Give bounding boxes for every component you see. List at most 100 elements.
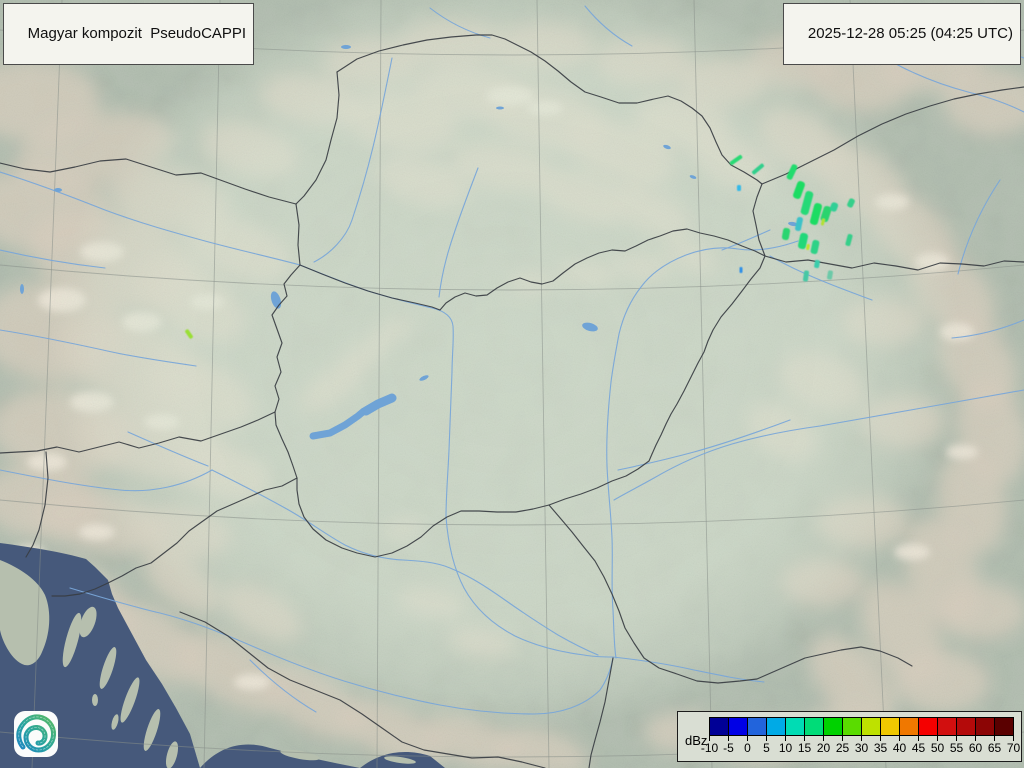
radar-echo — [820, 218, 826, 226]
legend-tick-label: 5 — [763, 741, 770, 755]
legend-cell-0 — [747, 717, 767, 736]
legend-tick — [880, 735, 881, 741]
legend-cell-20 — [823, 717, 843, 736]
legend-tick — [956, 735, 957, 741]
legend-tick — [899, 735, 900, 741]
legend-tick — [918, 735, 919, 741]
legend-cell-40 — [899, 717, 919, 736]
legend-tick — [975, 735, 976, 741]
border-austria-slovenia — [0, 411, 276, 454]
weather-service-logo — [14, 711, 58, 757]
radar-echo — [729, 154, 743, 166]
border-croatia-bosnia — [179, 611, 546, 768]
legend-color-cells: -10 -5 0 5 10 15 20 25 30 35 40 45 50 55 60 65 70 — [701, 712, 1021, 763]
legend-tick-label: 45 — [911, 741, 926, 755]
legend-unit-label: dBz — [685, 733, 708, 748]
legend-cell-35 — [880, 717, 900, 736]
border-hungary — [271, 228, 766, 558]
legend-tick-label: 25 — [835, 741, 850, 755]
radar-echo — [795, 216, 803, 232]
legend-cell-5 — [766, 717, 786, 736]
legend-tick-label: 10 — [778, 741, 793, 755]
border-slovenia-croatia — [51, 477, 298, 597]
legend-cell-60 — [975, 717, 995, 736]
radar-echo — [814, 259, 820, 269]
legend-tick-label: 50 — [930, 741, 945, 755]
country-borders — [0, 34, 1024, 768]
legend-tick — [823, 735, 824, 741]
legend-cell-45 — [918, 717, 938, 736]
border-ukraine-romania — [764, 255, 1024, 271]
spiral-icon — [16, 714, 57, 753]
border-poland-ukraine — [761, 86, 1024, 185]
legend-tick-label: 55 — [949, 741, 964, 755]
legend-cell-50 — [937, 717, 957, 736]
legend-tick-label: -5 — [723, 741, 734, 755]
legend-cell-15 — [804, 717, 824, 736]
radar-echo-layer — [185, 154, 855, 339]
legend-cell--10 — [709, 717, 729, 736]
legend-tick-label: 70 — [1006, 741, 1021, 755]
timestamp-label: 2025-12-28 05:25 (04:25 UTC) — [807, 25, 1013, 42]
legend-tick-label: 35 — [873, 741, 888, 755]
legend-tick — [994, 735, 995, 741]
border-slovakia-poland — [336, 34, 766, 257]
legend-tick — [937, 735, 938, 741]
legend-tick-label: 30 — [854, 741, 869, 755]
product-label-box: Magyar kompozit PseudoCAPPI — [3, 3, 255, 65]
border-romania-serbia — [548, 504, 913, 684]
timestamp-box: 2025-12-28 05:25 (04:25 UTC) — [783, 3, 1021, 65]
radar-echo — [845, 233, 853, 247]
radar-echo — [737, 185, 741, 191]
product-label: Magyar kompozit PseudoCAPPI — [27, 25, 247, 42]
radar-echo — [739, 267, 743, 273]
radar-echo — [751, 163, 765, 175]
radar-echo — [820, 205, 832, 223]
radar-echo — [786, 164, 798, 180]
legend-cell-55 — [956, 717, 976, 736]
radar-echo — [781, 227, 791, 241]
legend-tick-label: 40 — [892, 741, 907, 755]
legend-tick-label: 0 — [744, 741, 751, 755]
border-czech-slovak — [295, 71, 340, 205]
legend-tick — [709, 735, 710, 741]
dbz-color-scale-legend: dBz -10 -5 0 5 10 15 20 25 30 35 40 45 50 55 60 65 70 — [677, 711, 1022, 762]
legend-tick — [804, 735, 805, 741]
legend-tick — [861, 735, 862, 741]
legend-tick — [766, 735, 767, 741]
legend-tick — [1013, 735, 1014, 741]
legend-cell-65 — [994, 717, 1014, 736]
legend-cell-10 — [785, 717, 805, 736]
radar-echo — [827, 270, 833, 280]
legend-tick — [728, 735, 729, 741]
radar-echo — [847, 198, 855, 208]
legend-cell-30 — [861, 717, 881, 736]
legend-cell--5 — [728, 717, 748, 736]
radar-echo — [797, 232, 809, 250]
legend-tick-label: 20 — [816, 741, 831, 755]
radar-echo — [809, 203, 823, 225]
legend-tick-label: 15 — [797, 741, 812, 755]
radar-echo — [829, 202, 839, 212]
legend-tick-label: 65 — [987, 741, 1002, 755]
legend-cell-25 — [842, 717, 862, 736]
border-austria-slovakia — [295, 203, 301, 266]
legend-tick — [842, 735, 843, 741]
border-slovenia-italy — [25, 451, 49, 558]
lakes — [20, 45, 798, 440]
legend-tick-label: -10 — [700, 741, 719, 755]
radar-echo — [810, 239, 820, 255]
radar-echo — [806, 243, 810, 251]
legend-tick — [747, 735, 748, 741]
border-serbia-bosnia — [588, 657, 614, 768]
rivers — [0, 5, 1024, 715]
radar-echo — [803, 270, 809, 282]
radar-echo — [800, 191, 814, 215]
border-czech-austria — [0, 158, 297, 205]
radar-echo — [793, 181, 805, 199]
legend-tick — [785, 735, 786, 741]
legend-tick-label: 60 — [968, 741, 983, 755]
